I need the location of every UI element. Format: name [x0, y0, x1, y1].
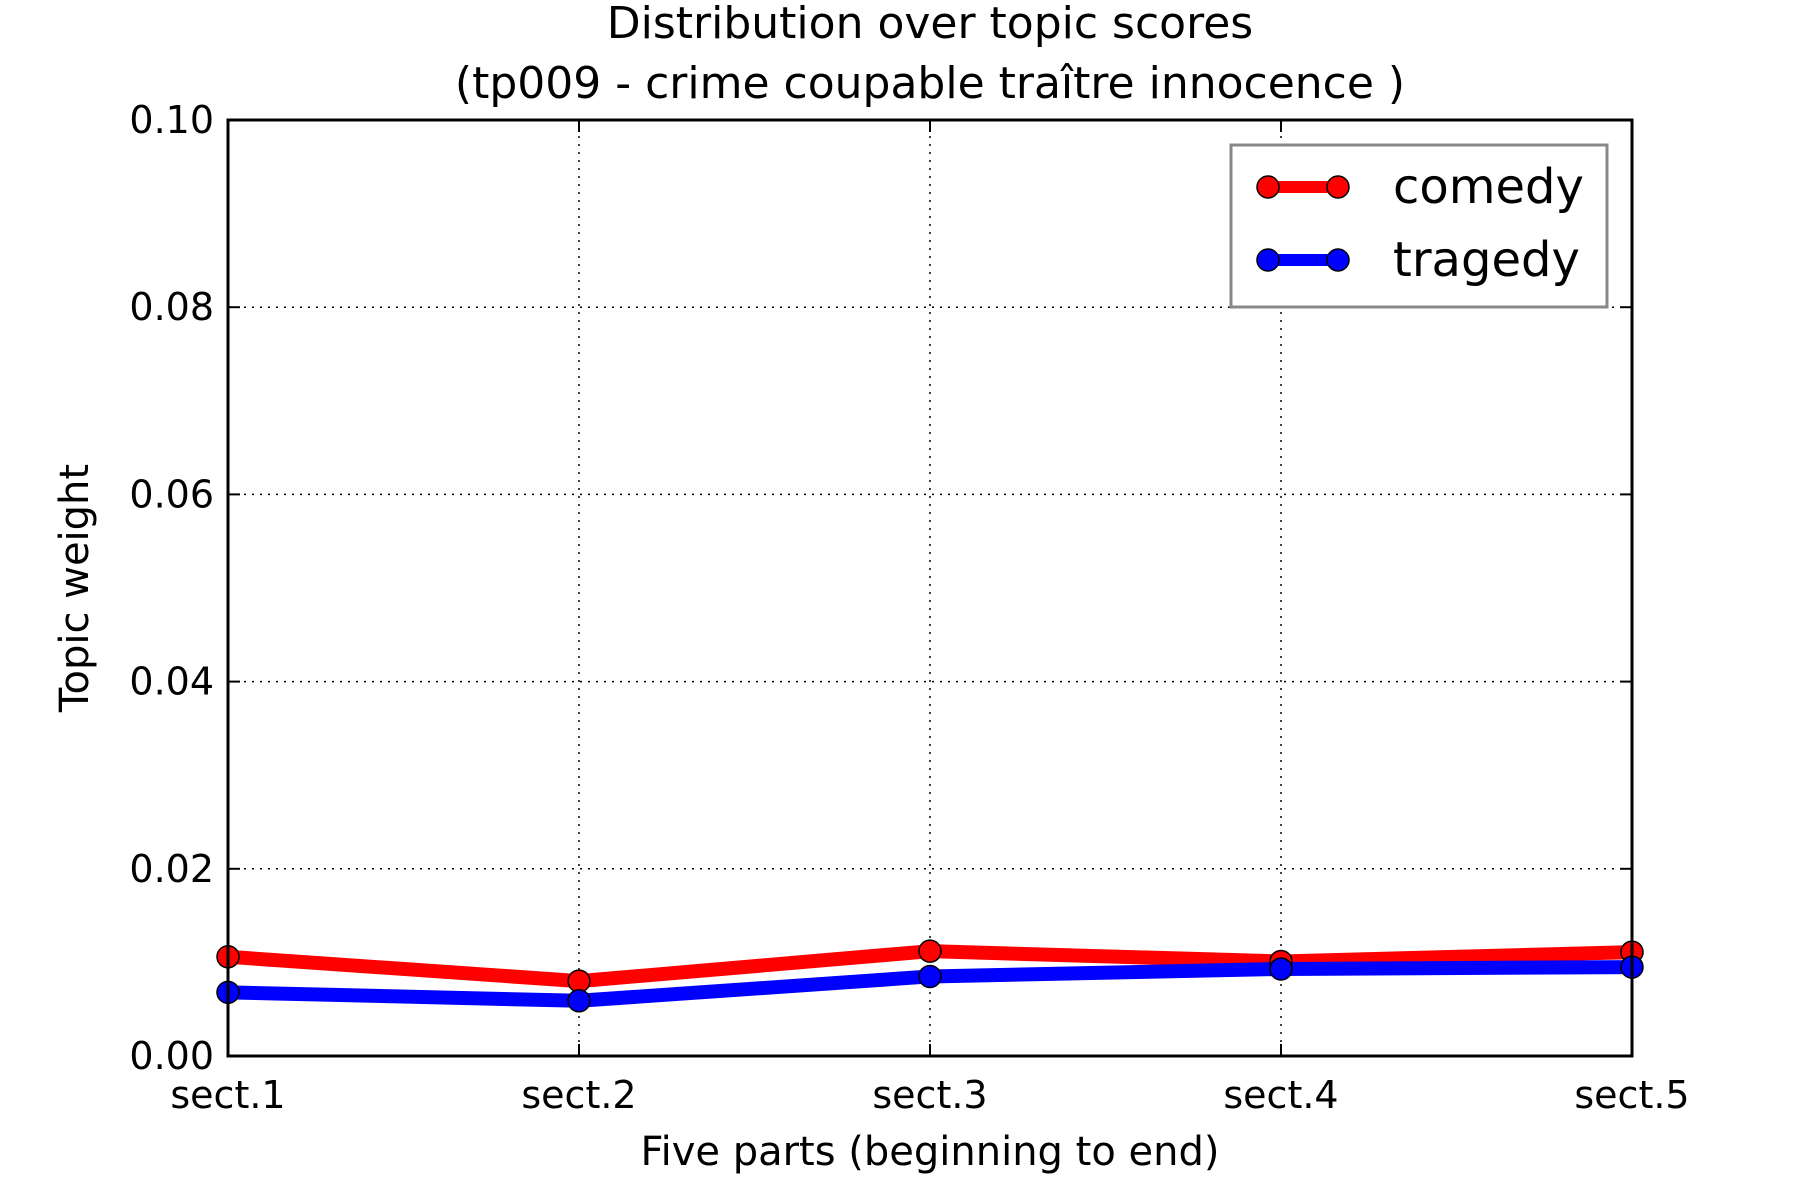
data-point-comedy-2 [567, 969, 591, 993]
legend-marker-comedy-left [1256, 175, 1280, 199]
legend-entry-comedy: comedy [1256, 159, 1584, 215]
legend-label-tragedy: tragedy [1393, 232, 1580, 288]
x-tick-label-4: sect.5 [1574, 1073, 1689, 1117]
data-point-tragedy-3 [918, 964, 942, 989]
x-tick-label-3: sect.4 [1223, 1073, 1338, 1117]
y-tick-label-0: 0.00 [129, 1034, 214, 1078]
y-tick-label-1: 0.02 [129, 847, 214, 891]
y-tick-label-3: 0.06 [129, 472, 214, 516]
y-tick-label-2: 0.04 [129, 660, 214, 704]
data-point-comedy-3 [918, 939, 942, 963]
series-lines [216, 939, 1644, 1013]
legend-marker-tragedy-right [1326, 248, 1350, 272]
x-tick-label-0: sect.1 [170, 1073, 285, 1117]
data-point-tragedy-2 [567, 989, 591, 1013]
y-tick-label-4: 0.08 [129, 285, 214, 329]
chart-title-line2: (tp009 - crime coupable traître innocenc… [455, 58, 1405, 109]
x-tick-label-1: sect.2 [521, 1073, 636, 1117]
legend-entry-tragedy: tragedy [1256, 232, 1580, 288]
legend-marker-comedy-right [1326, 175, 1350, 199]
y-tick-label-5: 0.10 [129, 98, 214, 142]
legend-box [1229, 143, 1609, 309]
data-point-tragedy-4 [1269, 957, 1293, 981]
legend-label-comedy: comedy [1393, 159, 1584, 215]
legend: comedy tragedy [1229, 143, 1609, 309]
x-tick-label-2: sect.3 [872, 1073, 987, 1117]
y-axis-ticks: 0.00 0.02 0.04 0.06 0.08 0.10 [129, 98, 1632, 1078]
x-axis-label: Five parts (beginning to end) [640, 1129, 1219, 1175]
legend-marker-tragedy-left [1256, 248, 1280, 272]
chart-title-line1: Distribution over topic scores [607, 0, 1253, 49]
y-axis-label: Topic weight [52, 464, 98, 713]
x-axis-ticks: sect.1 sect.2 sect.3 sect.4 sect.5 [170, 120, 1690, 1117]
